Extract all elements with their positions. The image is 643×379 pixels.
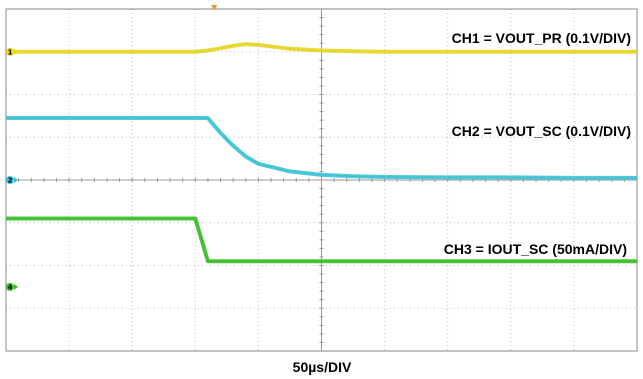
channel-marker-number-2: 2 <box>8 177 13 185</box>
series-label-ch1: CH1 = VOUT_PR (0.1V/DIV) <box>452 30 631 46</box>
channel-marker-arrow-4 <box>14 283 18 290</box>
channel-marker-arrow-2 <box>14 177 18 183</box>
series-line-ch3-core <box>6 217 637 262</box>
channel-marker-number-1: 1 <box>8 48 13 56</box>
series-label-ch3: CH3 = IOUT_SC (50mA/DIV) <box>444 241 627 257</box>
channel-marker-number-4: 4 <box>8 283 13 291</box>
channel-marker-4 <box>6 282 14 291</box>
series-line-ch2-core <box>6 117 637 179</box>
series-line-ch1-core <box>6 43 637 53</box>
graticule-grid <box>5 8 638 352</box>
traces <box>6 42 637 264</box>
trigger-marker <box>211 5 218 10</box>
channel-marker-1 <box>6 47 14 56</box>
channel-marker-2 <box>6 176 14 184</box>
x-axis-label: 50µs/DIV <box>293 359 352 375</box>
channel-marker-arrow-1 <box>14 48 18 55</box>
channel-markers: 1 2 4 <box>6 5 218 291</box>
channel-labels: CH1 = VOUT_PR (0.1V/DIV) CH2 = VOUT_SC (… <box>444 30 631 257</box>
series-label-ch2: CH2 = VOUT_SC (0.1V/DIV) <box>452 123 631 139</box>
